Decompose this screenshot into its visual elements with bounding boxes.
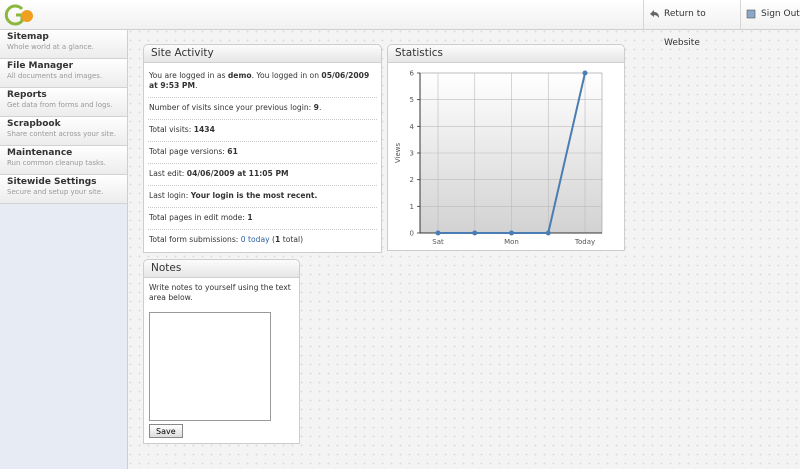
activity-row: Number of visits since your previous log… xyxy=(148,98,377,120)
sidebar-description: Get data from forms and logs. xyxy=(7,101,113,109)
x-tick-label: Today xyxy=(574,238,595,246)
sidebar-description: Run common cleanup tasks. xyxy=(7,159,106,167)
sidebar-title: Maintenance xyxy=(7,148,73,158)
sidebar-title: Sitewide Settings xyxy=(7,177,97,187)
activity-text: Total pages in edit mode: xyxy=(149,213,248,222)
activity-text: . xyxy=(195,81,198,90)
sidebar-description: All documents and images. xyxy=(7,72,103,80)
activity-text: 05/06/2009 at 9:53 PM xyxy=(149,71,370,90)
activity-text: Total page versions: xyxy=(149,147,228,156)
data-point xyxy=(472,230,478,236)
activity-row: Last edit: 04/06/2009 at 11:05 PM xyxy=(148,164,377,186)
sidebar-title: Reports xyxy=(7,90,47,100)
panel-title: Statistics xyxy=(388,45,624,63)
sidebar: Sitemap Whole world at a glance. File Mana… xyxy=(0,30,128,469)
y-tick-label: 4 xyxy=(410,123,415,131)
y-tick-label: 2 xyxy=(410,176,414,184)
notes-textarea[interactable] xyxy=(149,312,271,421)
x-tick-label: Sat xyxy=(432,238,444,246)
activity-text: ( xyxy=(269,235,276,244)
panel-title: Site Activity xyxy=(144,45,381,63)
today-link[interactable]: 0 today xyxy=(240,235,270,244)
sidebar-description: Whole world at a glance. xyxy=(7,43,94,51)
y-tick-label: 5 xyxy=(410,96,414,104)
activity-text: 9 xyxy=(313,103,319,112)
y-tick-label: 3 xyxy=(410,150,414,158)
signout-link[interactable]: Sign Out xyxy=(740,0,800,29)
activity-text: Total form submissions: xyxy=(149,235,241,244)
y-axis-label: Views xyxy=(394,143,402,164)
signout-text: Sign Out xyxy=(761,9,800,19)
activity-text: Your login is the most recent. xyxy=(190,191,318,200)
sidebar-description: Secure and setup your site. xyxy=(7,188,104,196)
activity-text: 1 xyxy=(247,213,253,222)
activity-text: Total visits: xyxy=(149,125,194,134)
activity-text: 1434 xyxy=(193,125,215,134)
y-tick-label: 6 xyxy=(410,70,415,78)
activity-text: Last edit: xyxy=(149,169,187,178)
activity-list: You are logged in as demo. You logged in… xyxy=(144,63,381,251)
notes-text: Write notes to yourself using the text a… xyxy=(149,283,291,302)
sidebar-item[interactable]: Sitemap Whole world at a glance. xyxy=(0,30,127,59)
activity-row: Total page versions: 61 xyxy=(148,142,377,164)
activity-row: Total form submissions: 0 today (1 total… xyxy=(148,230,377,251)
activity-text: 1 xyxy=(275,235,281,244)
activity-row: Total visits: 1434 xyxy=(148,120,377,142)
notes-panel: Notes Write notes to yourself using the … xyxy=(143,259,300,444)
return-text: Return to Website xyxy=(664,9,706,48)
y-tick-label: 1 xyxy=(410,203,414,211)
site-activity-panel: Site Activity You are logged in as demo.… xyxy=(143,44,382,253)
return-link[interactable]: Return to Website xyxy=(643,0,740,48)
sidebar-title: Sitemap xyxy=(7,32,49,42)
activity-row: Last login: Your login is the most recen… xyxy=(148,186,377,208)
sidebar-title: File Manager xyxy=(7,61,74,71)
activity-text: demo xyxy=(227,71,252,80)
y-tick-label: 0 xyxy=(410,230,414,238)
top-bar: Return to Website Sign Out xyxy=(0,0,800,48)
save-button[interactable]: Save xyxy=(149,424,183,438)
sidebar-item[interactable]: Sitewide Settings Secure and setup your s… xyxy=(0,175,127,204)
chart: 0 1 2 3 4 5 6 Sat Mon Today Views xyxy=(394,70,603,246)
activity-text: 04/06/2009 at 11:05 PM xyxy=(186,169,289,178)
x-tick-label: Mon xyxy=(504,238,519,246)
sidebar-item[interactable]: Maintenance Run common cleanup tasks. xyxy=(0,146,127,175)
sidebar-item[interactable]: File Manager All documents and images. xyxy=(0,59,127,88)
data-point xyxy=(435,230,441,236)
sidebar-item[interactable]: Scrapbook Share content across your site. xyxy=(0,117,127,146)
activity-row: Total pages in edit mode: 1 xyxy=(148,208,377,230)
activity-text: . xyxy=(318,103,322,112)
activity-row: You are logged in as demo. You logged in… xyxy=(148,66,377,98)
panel-title: Notes xyxy=(144,260,299,278)
activity-text: . You logged in on xyxy=(251,71,322,80)
data-point xyxy=(582,70,588,76)
activity-text: Last login: xyxy=(149,191,191,200)
sidebar-item[interactable]: Reports Get data from forms and logs. xyxy=(0,88,127,117)
logo[interactable] xyxy=(3,3,35,27)
statistics-panel: Statistics 0 1 2 3 4 5 6 Sat Mon Today Views xyxy=(387,44,625,251)
data-point xyxy=(509,230,514,236)
activity-text: You are logged in as xyxy=(149,71,228,80)
sidebar-description: Share content across your site. xyxy=(7,130,116,138)
activity-text: 61 xyxy=(227,147,238,156)
data-point xyxy=(545,230,551,236)
sidebar-title: Scrapbook xyxy=(7,119,61,129)
activity-text: Number of visits since your previous log… xyxy=(149,103,314,112)
activity-text: total) xyxy=(280,235,304,244)
